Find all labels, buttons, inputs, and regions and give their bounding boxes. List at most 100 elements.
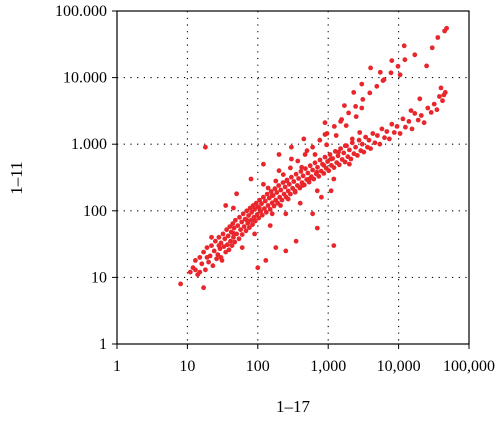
- data-point: [312, 152, 318, 157]
- data-point: [359, 105, 365, 111]
- data-point: [331, 165, 337, 171]
- data-point: [263, 258, 269, 263]
- data-point: [221, 244, 227, 250]
- data-point: [231, 205, 236, 211]
- data-point: [305, 170, 311, 176]
- data-point: [367, 90, 373, 96]
- data-point: [199, 261, 205, 267]
- data-point: [255, 265, 261, 271]
- data-point: [322, 154, 328, 160]
- data-point: [361, 149, 367, 155]
- x-axis-title: 1–17: [276, 397, 311, 416]
- data-point: [397, 72, 403, 78]
- data-point: [267, 223, 273, 229]
- data-point: [395, 63, 401, 69]
- data-point: [331, 243, 337, 249]
- data-point: [372, 140, 378, 146]
- data-point: [283, 211, 289, 217]
- data-point: [293, 238, 299, 244]
- data-point: [249, 209, 255, 215]
- data-point: [418, 113, 424, 118]
- data-point: [256, 205, 262, 211]
- data-point: [347, 161, 352, 167]
- data-point: [261, 181, 266, 187]
- data-point: [324, 131, 330, 136]
- data-point: [210, 263, 216, 269]
- data-point: [331, 124, 337, 129]
- data-point: [349, 136, 355, 142]
- data-point: [252, 231, 257, 237]
- data-point: [209, 234, 214, 240]
- data-point: [391, 130, 397, 135]
- data-point: [406, 119, 412, 124]
- data-point: [268, 189, 274, 194]
- data-point: [218, 255, 224, 260]
- data-point: [269, 193, 275, 198]
- data-point: [276, 168, 282, 174]
- x-tick-label: 10,000: [377, 358, 421, 375]
- data-point: [272, 186, 278, 192]
- data-point: [321, 163, 327, 168]
- data-point: [232, 239, 238, 245]
- data-point: [300, 183, 305, 188]
- data-point: [296, 176, 301, 181]
- data-point: [403, 124, 408, 130]
- data-point: [342, 103, 347, 108]
- data-point: [346, 110, 351, 116]
- data-point: [214, 256, 220, 262]
- data-point: [263, 209, 269, 215]
- data-point: [441, 92, 447, 98]
- data-point: [394, 124, 400, 129]
- data-point: [381, 77, 387, 83]
- data-point: [355, 153, 360, 158]
- data-point: [307, 176, 312, 182]
- data-point: [203, 144, 208, 150]
- data-point: [225, 242, 230, 248]
- y-tick-label: 1: [99, 336, 107, 353]
- data-point: [295, 158, 301, 164]
- data-point: [288, 165, 293, 171]
- data-point: [289, 144, 294, 150]
- data-point: [203, 267, 208, 273]
- data-point: [315, 164, 320, 170]
- y-tick-label: 100.000: [55, 3, 107, 20]
- data-point: [353, 114, 359, 119]
- y-tick-label: 100: [83, 203, 107, 220]
- data-point: [434, 107, 440, 113]
- data-point: [348, 156, 354, 162]
- x-tick-label: 100,000: [443, 358, 495, 375]
- data-point: [424, 63, 429, 69]
- data-point: [211, 248, 217, 254]
- data-point: [243, 228, 249, 234]
- data-point: [231, 230, 236, 236]
- data-point: [253, 200, 259, 206]
- data-point: [204, 245, 210, 251]
- y-tick-label: 10: [91, 269, 107, 286]
- data-point: [387, 136, 392, 142]
- data-point: [223, 203, 229, 208]
- data-point: [360, 97, 366, 102]
- data-point: [276, 183, 282, 188]
- data-point: [193, 258, 198, 263]
- data-point: [311, 176, 317, 182]
- data-point: [298, 169, 304, 174]
- data-point: [289, 174, 294, 180]
- data-point: [368, 146, 373, 152]
- data-point: [377, 141, 383, 147]
- data-point: [244, 208, 250, 214]
- data-point: [284, 178, 290, 184]
- data-point: [292, 189, 298, 195]
- data-point: [231, 225, 237, 231]
- data-point: [276, 152, 282, 157]
- data-point: [429, 45, 435, 51]
- data-point: [319, 194, 324, 200]
- data-point: [377, 69, 383, 75]
- data-point: [262, 198, 268, 204]
- data-point: [437, 94, 442, 99]
- data-point: [301, 136, 307, 142]
- data-point: [307, 163, 313, 169]
- data-point: [193, 267, 198, 273]
- data-point: [400, 116, 406, 122]
- data-point: [341, 150, 347, 156]
